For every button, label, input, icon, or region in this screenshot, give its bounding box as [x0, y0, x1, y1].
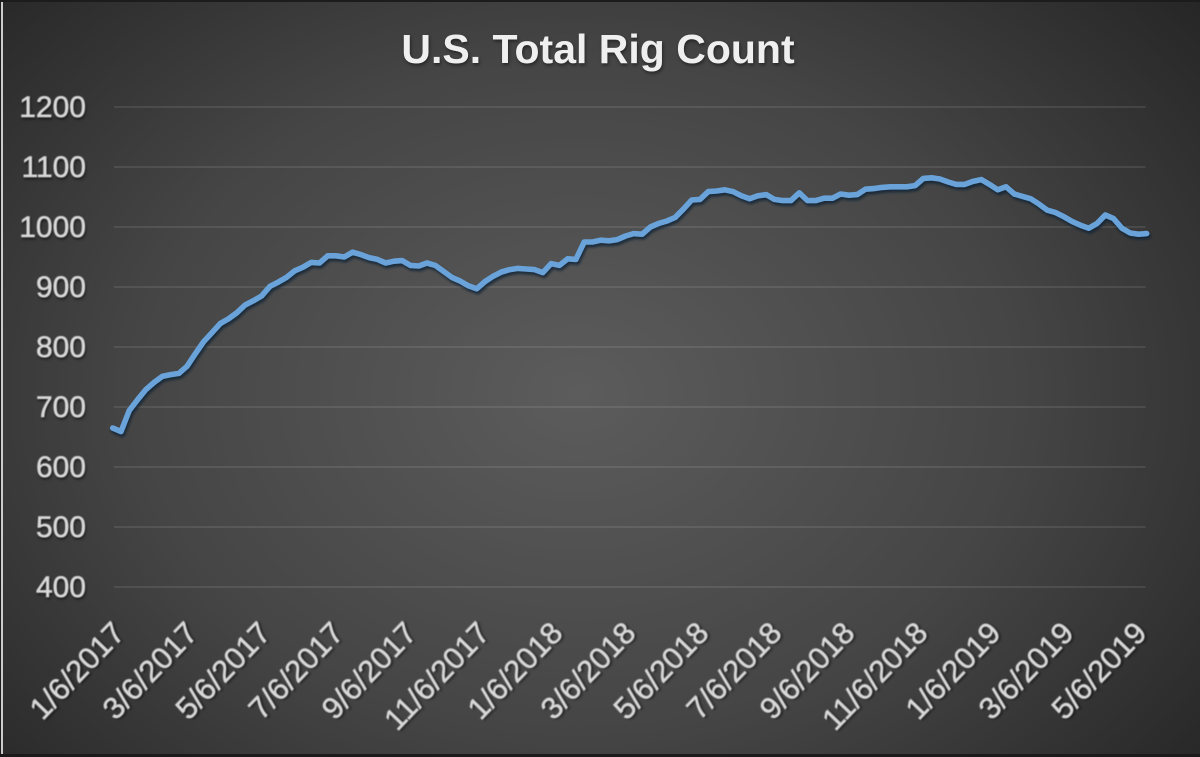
- svg-text:1000: 1000: [19, 211, 86, 244]
- svg-text:900: 900: [36, 271, 86, 304]
- svg-text:1200: 1200: [19, 91, 86, 124]
- svg-text:800: 800: [36, 331, 86, 364]
- svg-text:1100: 1100: [21, 151, 86, 184]
- svg-text:600: 600: [36, 451, 86, 484]
- svg-text:400: 400: [36, 571, 86, 604]
- svg-text:700: 700: [36, 391, 86, 424]
- svg-text:500: 500: [36, 511, 86, 544]
